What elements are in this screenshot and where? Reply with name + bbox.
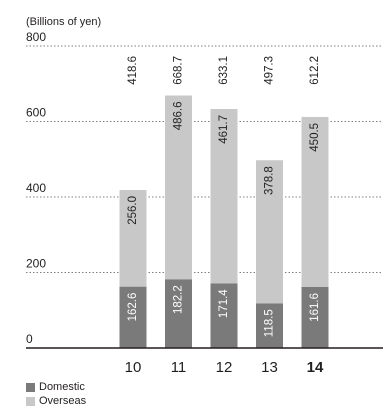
data-label-domestic-10: 162.6 <box>127 293 139 322</box>
data-label-overseas-11: 486.6 <box>173 102 185 131</box>
x-tick-label-12: 12 <box>216 359 233 376</box>
bar-domestic-10 <box>119 286 147 348</box>
bar-overseas-13 <box>256 160 283 304</box>
bar-overseas-11 <box>165 95 192 280</box>
bar-domestic-12 <box>210 283 238 348</box>
legend-item-domestic: Domestic <box>26 380 86 394</box>
total-label-11: 668.7 <box>173 56 185 85</box>
legend: Domestic Overseas <box>26 380 86 408</box>
y-tick-label-0: 0 <box>26 332 33 346</box>
data-label-domestic-12: 171.4 <box>218 289 230 318</box>
gridlines <box>26 45 383 273</box>
bar-domestic-11 <box>165 279 192 348</box>
bar-overseas-14 <box>301 116 329 287</box>
bar-overseas-12 <box>210 109 238 284</box>
total-label-13: 497.3 <box>264 56 276 85</box>
total-label-14: 612.2 <box>309 56 321 85</box>
data-label-domestic-11: 182.2 <box>173 285 185 314</box>
data-label-domestic-14: 161.6 <box>309 293 321 322</box>
bar-overseas-10 <box>119 189 147 287</box>
data-label-overseas-10: 256.0 <box>127 196 139 225</box>
x-tick-label-13: 13 <box>261 359 278 376</box>
data-label-overseas-13: 378.8 <box>264 166 276 195</box>
bar-domestic-13 <box>256 303 283 348</box>
x-tick-label-14: 14 <box>307 359 324 376</box>
legend-label-overseas: Overseas <box>39 395 87 407</box>
total-label-10: 418.6 <box>127 56 139 85</box>
data-labels: 162.6 256.0 418.6 182.2 486.6 668.7 171.4 461.7… <box>127 56 321 337</box>
unit-label: (Billions of yen) <box>26 16 101 28</box>
bar-domestic-14 <box>301 286 329 348</box>
legend-item-overseas: Overseas <box>26 394 86 408</box>
total-label-12: 633.1 <box>218 56 230 85</box>
legend-label-domestic: Domestic <box>39 381 85 393</box>
data-label-domestic-13: 118.5 <box>264 309 276 337</box>
y-tick-label-400: 400 <box>26 181 46 195</box>
data-label-overseas-12: 461.7 <box>218 115 230 144</box>
y-tick-label-200: 200 <box>26 257 46 271</box>
x-tick-label-10: 10 <box>125 359 142 376</box>
x-tick-label-11: 11 <box>171 359 187 376</box>
axes: 0 200 400 600 800 10 11 12 13 14 <box>26 30 383 376</box>
y-tick-label-600: 600 <box>26 106 46 120</box>
legend-swatch-domestic <box>26 382 35 392</box>
y-tick-label-800: 800 <box>26 30 46 44</box>
bars <box>119 95 329 348</box>
data-label-overseas-14: 450.5 <box>309 123 321 152</box>
legend-swatch-overseas <box>26 396 35 406</box>
